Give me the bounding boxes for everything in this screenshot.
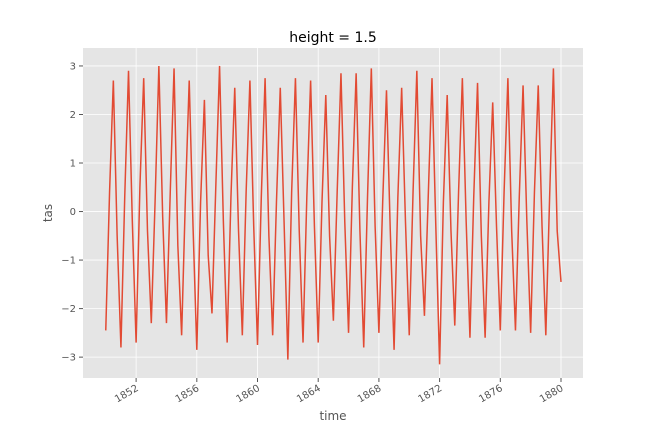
y-tick-label: −3 xyxy=(61,353,76,364)
y-tick-label: −1 xyxy=(61,256,76,267)
x-tick-label: 1868 xyxy=(356,383,384,405)
x-tick-label: 1880 xyxy=(538,383,566,405)
y-tick-label: 2 xyxy=(70,110,76,121)
x-tick-label: 1852 xyxy=(113,383,141,405)
x-tick-label: 1876 xyxy=(477,383,505,405)
x-axis-label: time xyxy=(319,409,346,423)
x-tick-label: 1856 xyxy=(174,383,202,405)
y-tick-label: 3 xyxy=(70,61,76,72)
series-line xyxy=(105,65,562,365)
y-tick-label: 1 xyxy=(70,159,76,170)
y-tick-label: −2 xyxy=(61,304,76,315)
chart-title: height = 1.5 xyxy=(289,30,377,46)
x-tick-label: 1872 xyxy=(417,383,445,405)
x-tick-label: 1860 xyxy=(234,383,262,405)
x-tick-label: 1864 xyxy=(295,383,323,405)
y-axis-label: tas xyxy=(41,204,55,222)
y-tick-label: 0 xyxy=(70,207,76,218)
